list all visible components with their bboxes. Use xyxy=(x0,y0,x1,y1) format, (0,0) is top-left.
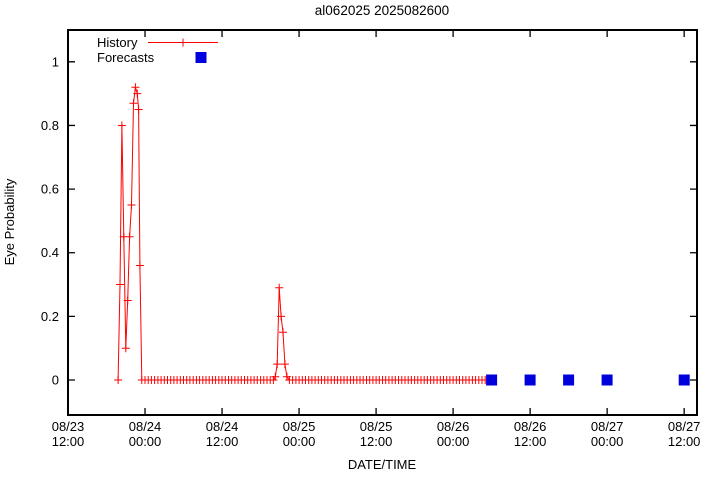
x-tick-label-time: 00:00 xyxy=(129,434,162,449)
x-tick-label-date: 08/24 xyxy=(129,419,162,434)
x-tick-label-date: 08/27 xyxy=(591,419,624,434)
history-plus-markers xyxy=(114,83,496,384)
y-axis-label: Eye Probability xyxy=(2,178,17,265)
y-tick-label: 0.6 xyxy=(41,182,59,197)
plot-border xyxy=(67,29,698,416)
chart-title: al062025 2025082600 xyxy=(315,3,449,18)
x-tick-label-date: 08/23 xyxy=(52,419,85,434)
y-tick-label: 0.4 xyxy=(41,245,59,260)
forecast-square xyxy=(486,374,498,386)
y-tick-label: 0.8 xyxy=(41,118,59,133)
x-tick-label-date: 08/25 xyxy=(283,419,316,434)
x-axis-label: DATE/TIME xyxy=(348,457,417,472)
y-tick-label: 0 xyxy=(52,373,59,388)
x-tick-label-time: 12:00 xyxy=(206,434,239,449)
x-tick-label-date: 08/25 xyxy=(360,419,393,434)
x-tick-label-date: 08/27 xyxy=(668,419,701,434)
x-tick-label-date: 08/26 xyxy=(514,419,547,434)
forecast-square xyxy=(524,374,536,386)
legend-label-forecasts: Forecasts xyxy=(97,50,155,65)
legend-forecasts-sample xyxy=(195,52,207,63)
legend-history-sample xyxy=(148,38,218,47)
forecast-square xyxy=(563,374,575,386)
x-tick-label-time: 12:00 xyxy=(52,434,85,449)
x-tick-label-date: 08/24 xyxy=(206,419,239,434)
x-tick-label-time: 12:00 xyxy=(514,434,547,449)
x-tick-label-time: 00:00 xyxy=(283,434,316,449)
x-tick-label-time: 12:00 xyxy=(668,434,701,449)
x-tick-label-time: 00:00 xyxy=(437,434,470,449)
history-line xyxy=(117,87,492,381)
y-tick-label: 0.2 xyxy=(41,309,59,324)
legend-label-history: History xyxy=(97,35,138,50)
forecast-square xyxy=(601,374,613,386)
y-tick-label: 1 xyxy=(52,54,59,69)
x-tick-label-time: 00:00 xyxy=(591,434,624,449)
forecast-square xyxy=(678,374,690,386)
plot-area: 08/2312:0008/2400:0008/2412:0008/2500:00… xyxy=(41,29,701,449)
x-tick-label-date: 08/26 xyxy=(437,419,470,434)
x-tick-label-time: 12:00 xyxy=(360,434,393,449)
